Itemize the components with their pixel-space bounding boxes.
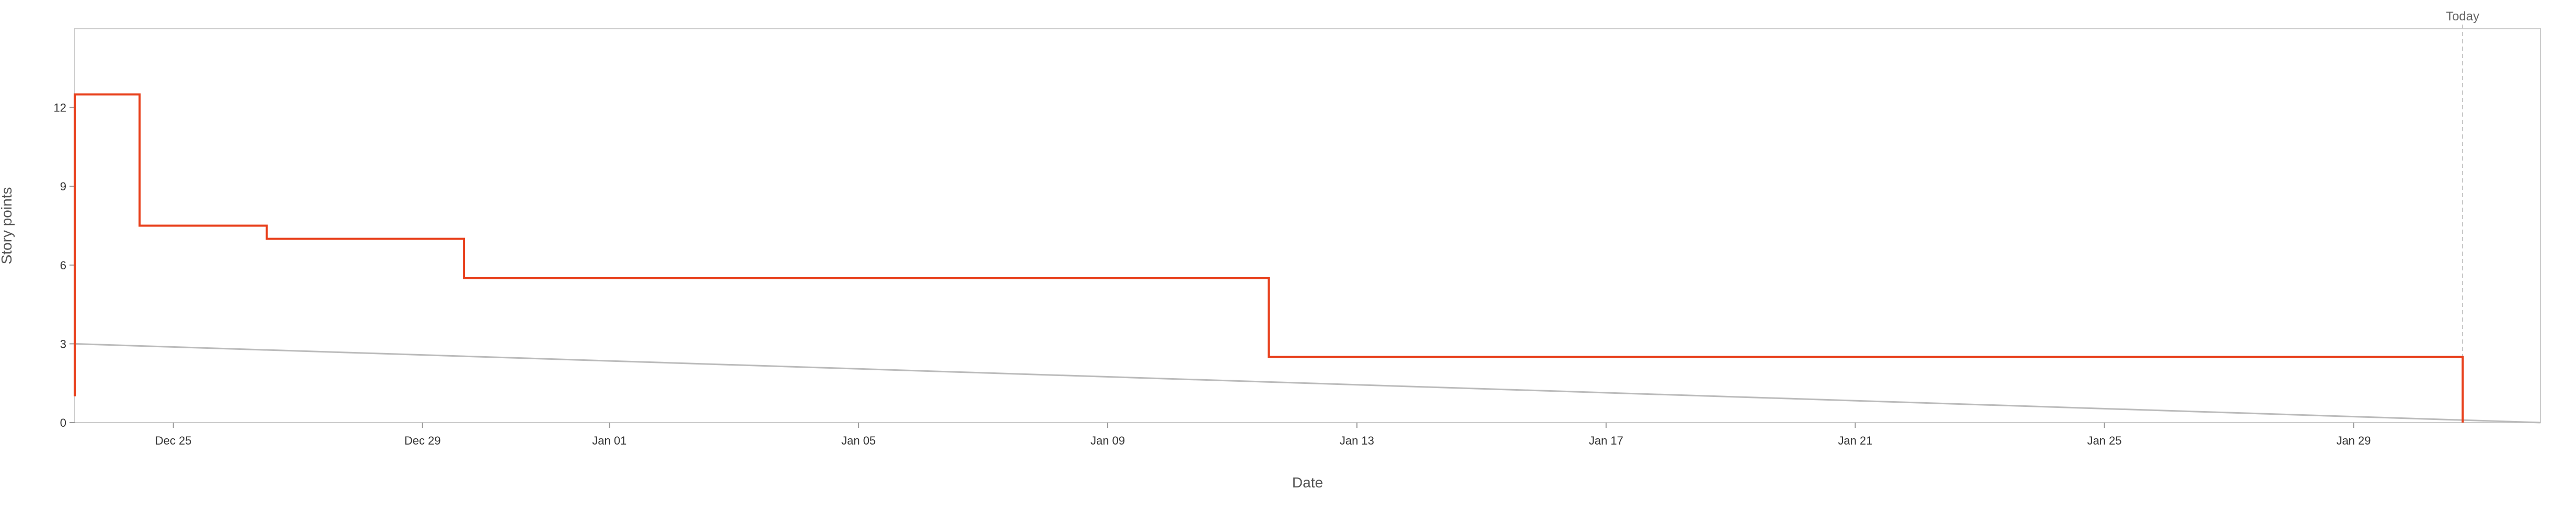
x-tick-label: Dec 29	[404, 434, 441, 447]
y-tick-label: 0	[60, 416, 66, 429]
today-label: Today	[2446, 9, 2479, 24]
y-axis: 0 3 6 9 12	[54, 101, 75, 429]
x-tick-label: Jan 05	[841, 434, 876, 447]
x-tick-label: Jan 29	[2336, 434, 2371, 447]
ideal-guideline	[74, 343, 2541, 424]
x-tick-label: Jan 17	[1589, 434, 1623, 447]
x-tick-label: Jan 09	[1090, 434, 1125, 447]
x-tick-label: Jan 13	[1340, 434, 1374, 447]
x-axis: Dec 25 Dec 29 Jan 01 Jan 05 Jan 09 Jan 13 Jan …	[155, 423, 2371, 447]
y-axis-title: Story points	[0, 187, 15, 265]
plot-frame	[74, 28, 2541, 423]
x-tick-label: Jan 25	[2087, 434, 2121, 447]
x-axis-title: Date	[1292, 474, 1323, 491]
remaining-work-line	[74, 93, 2464, 423]
y-tick-label: 12	[54, 101, 66, 115]
y-tick-label: 9	[60, 180, 66, 193]
x-tick-label: Jan 21	[1838, 434, 1873, 447]
x-tick-label: Jan 01	[592, 434, 626, 447]
x-tick-label: Dec 25	[155, 434, 192, 447]
y-tick-label: 6	[60, 259, 66, 272]
y-tick-label: 3	[60, 337, 66, 350]
